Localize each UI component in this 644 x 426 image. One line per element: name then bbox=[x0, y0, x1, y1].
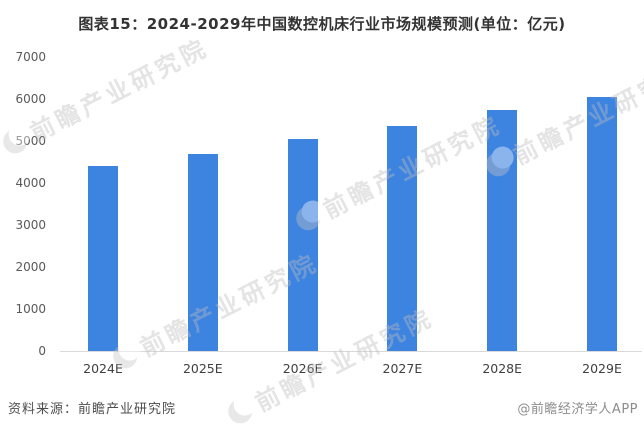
y-tick-label: 6000 bbox=[15, 92, 46, 106]
bar-2026E bbox=[287, 138, 318, 351]
bar-2025E bbox=[187, 153, 218, 351]
y-tick-label: 7000 bbox=[15, 50, 46, 64]
plot-area bbox=[60, 57, 642, 352]
credit-text: @前瞻经济学人APP bbox=[517, 402, 638, 417]
bar-2024E bbox=[88, 166, 118, 351]
y-tick-label: 5000 bbox=[15, 134, 46, 148]
y-axis: 0 1000 2000 3000 4000 5000 6000 7000 bbox=[0, 50, 46, 358]
y-tick-label: 0 bbox=[38, 344, 46, 358]
bar-2027E bbox=[387, 126, 418, 351]
y-tick-label: 1000 bbox=[15, 302, 46, 316]
x-tick-label: 2027E bbox=[382, 361, 423, 376]
source-text: 资料来源：前瞻产业研究院 bbox=[8, 402, 177, 417]
x-tick-label: 2026E bbox=[282, 361, 323, 376]
bar-2029E bbox=[587, 96, 617, 351]
x-axis: 2024E 2025E 2026E 2027E 2028E 2029E bbox=[60, 352, 642, 378]
x-tick-label: 2029E bbox=[582, 361, 622, 376]
watermark-logo-icon bbox=[223, 394, 257, 426]
chart-title: 图表15：2024-2029年中国数控机床行业市场规模预测(单位：亿元) bbox=[78, 15, 566, 33]
bar-2028E bbox=[487, 109, 518, 351]
y-tick-label: 3000 bbox=[15, 218, 46, 232]
x-tick-label: 2025E bbox=[182, 361, 223, 376]
y-tick-label: 2000 bbox=[15, 260, 46, 274]
y-tick-label: 4000 bbox=[15, 176, 46, 190]
x-tick-label: 2028E bbox=[482, 361, 523, 376]
x-tick-label: 2024E bbox=[83, 361, 123, 376]
